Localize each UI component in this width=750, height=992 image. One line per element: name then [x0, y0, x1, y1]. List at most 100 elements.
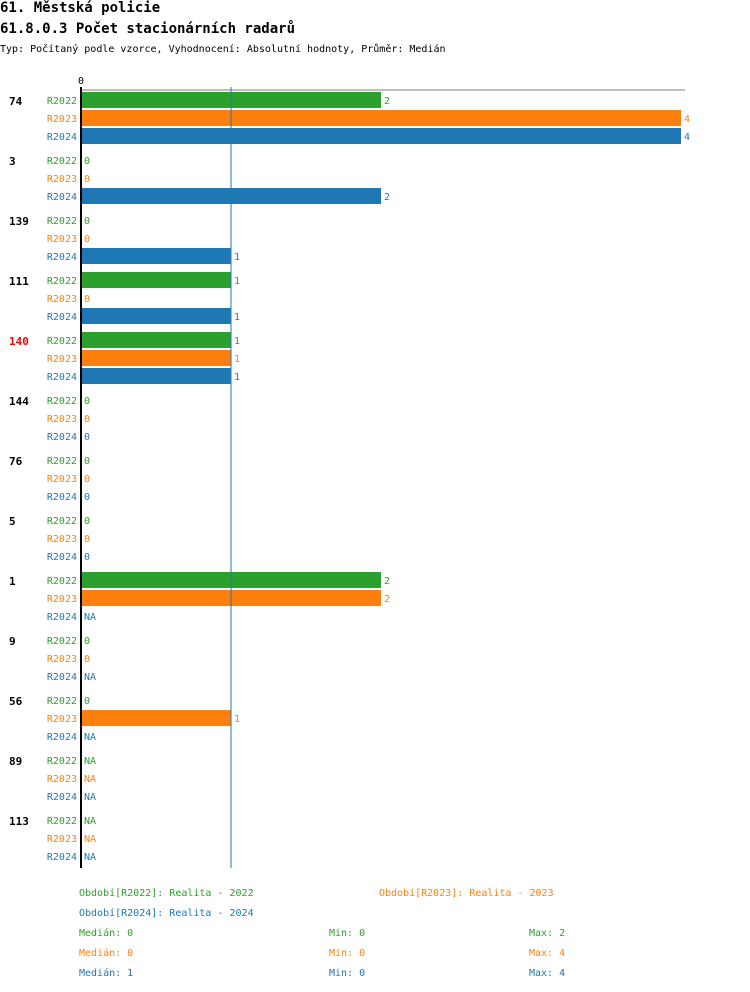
value-label: 0: [84, 516, 90, 527]
series-label: R2024: [47, 492, 77, 503]
series-label: R2022: [47, 516, 77, 527]
value-label: 0: [84, 156, 90, 167]
series-label: R2023: [47, 774, 77, 785]
group-label: 56: [9, 695, 23, 708]
bar: [81, 128, 681, 144]
value-label: 0: [84, 234, 90, 245]
series-label: R2024: [47, 792, 77, 803]
value-label: NA: [84, 612, 96, 623]
series-label: R2022: [47, 396, 77, 407]
value-label: 1: [234, 354, 240, 365]
legend-period-r2023: Období[R2023]: Realita - 2023: [379, 888, 554, 899]
value-label: 1: [234, 252, 240, 263]
bar: [81, 350, 231, 366]
legend-period-r2024: Období[R2024]: Realita - 2024: [79, 908, 254, 919]
value-label: 2: [384, 594, 390, 605]
bar: [81, 332, 231, 348]
value-label: NA: [84, 774, 96, 785]
group-label: 113: [9, 815, 29, 828]
legend-min-r2022: Min: 0: [329, 928, 366, 939]
series-label: R2024: [47, 312, 77, 323]
series-label: R2022: [47, 96, 77, 107]
series-label: R2024: [47, 372, 77, 383]
legend-min-r2024: Min: 0: [329, 968, 366, 979]
chart-meta: Typ: Počítaný podle vzorce, Vyhodnocení:…: [0, 44, 446, 55]
series-label: R2023: [47, 114, 77, 125]
series-label: R2023: [47, 714, 77, 725]
series-label: R2023: [47, 174, 77, 185]
series-label: R2022: [47, 696, 77, 707]
value-label: NA: [84, 672, 96, 683]
value-label: 1: [234, 312, 240, 323]
series-label: R2022: [47, 576, 77, 587]
series-label: R2022: [47, 636, 77, 647]
legend-max-r2022: Max: 2: [529, 928, 566, 939]
series-label: R2023: [47, 414, 77, 425]
group-label: 74: [9, 95, 23, 108]
value-label: 0: [84, 492, 90, 503]
bar: [81, 248, 231, 264]
group-label: 111: [9, 275, 29, 288]
value-label: 4: [684, 132, 690, 143]
series-label: R2023: [47, 834, 77, 845]
series-label: R2023: [47, 354, 77, 365]
series-label: R2023: [47, 594, 77, 605]
series-label: R2023: [47, 294, 77, 305]
series-label: R2024: [47, 132, 77, 143]
value-label: 1: [234, 372, 240, 383]
group-label: 140: [9, 335, 29, 348]
value-label: 0: [84, 216, 90, 227]
value-label: NA: [84, 816, 96, 827]
value-label: NA: [84, 756, 96, 767]
value-label: 0: [84, 396, 90, 407]
bar: [81, 710, 231, 726]
series-label: R2022: [47, 456, 77, 467]
chart-subtitle: 61.8.0.3 Počet stacionárních radarů: [0, 21, 296, 37]
series-label: R2023: [47, 474, 77, 485]
x-tick-label: 0: [78, 76, 84, 87]
series-label: R2024: [47, 192, 77, 203]
legend-max-r2023: Max: 4: [529, 948, 566, 959]
page-title: 61. Městská policie: [0, 0, 161, 16]
legend-min-r2023: Min: 0: [329, 948, 366, 959]
series-label: R2023: [47, 234, 77, 245]
value-label: 0: [84, 474, 90, 485]
series-label: R2022: [47, 816, 77, 827]
value-label: 2: [384, 576, 390, 587]
value-label: 2: [384, 96, 390, 107]
legend-median-r2022: Medián: 0: [79, 928, 134, 939]
value-label: 0: [84, 432, 90, 443]
series-label: R2022: [47, 216, 77, 227]
group-label: 1: [9, 575, 16, 588]
value-label: 0: [84, 636, 90, 647]
value-label: 0: [84, 414, 90, 425]
value-label: NA: [84, 852, 96, 863]
series-label: R2024: [47, 852, 77, 863]
group-label: 9: [9, 635, 16, 648]
series-label: R2024: [47, 252, 77, 263]
value-label: 0: [84, 696, 90, 707]
group-label: 139: [9, 215, 29, 228]
value-label: 0: [84, 534, 90, 545]
bar: [81, 368, 231, 384]
legend-median-r2023: Medián: 0: [79, 948, 134, 959]
series-label: R2023: [47, 534, 77, 545]
value-label: NA: [84, 792, 96, 803]
series-label: R2023: [47, 654, 77, 665]
series-label: R2024: [47, 672, 77, 683]
legend-max-r2024: Max: 4: [529, 968, 566, 979]
legend-median-r2024: Medián: 1: [79, 968, 134, 979]
value-label: NA: [84, 834, 96, 845]
bar: [81, 110, 681, 126]
value-label: 2: [384, 192, 390, 203]
value-label: 0: [84, 294, 90, 305]
series-label: R2022: [47, 336, 77, 347]
value-label: 0: [84, 456, 90, 467]
series-label: R2022: [47, 756, 77, 767]
series-label: R2024: [47, 612, 77, 623]
series-label: R2022: [47, 156, 77, 167]
value-label: 1: [234, 276, 240, 287]
legend-period-r2022: Období[R2022]: Realita - 2022: [79, 888, 254, 899]
value-label: 1: [234, 714, 240, 725]
